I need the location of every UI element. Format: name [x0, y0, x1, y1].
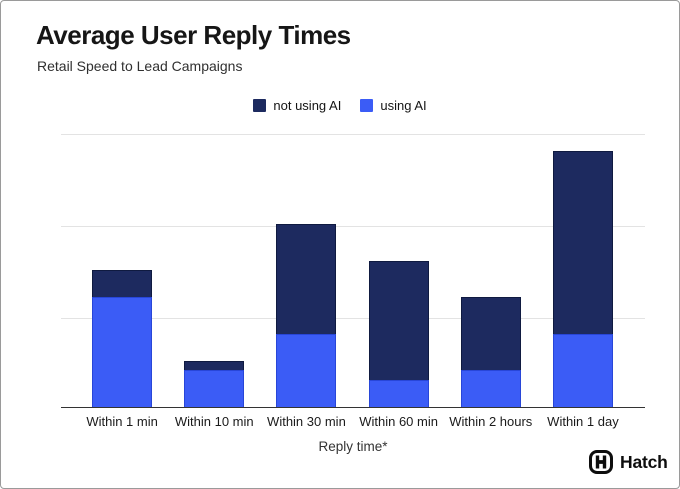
bar-segment-using-AI — [552, 333, 613, 407]
legend-swatch-not-using-ai — [253, 99, 267, 112]
x-tick-label: Within 1 day — [547, 414, 619, 429]
bar-segment-not-using-AI — [368, 260, 429, 380]
legend-label: using AI — [380, 98, 427, 113]
brand-name: Hatch — [620, 451, 668, 472]
bar-segment-not-using-AI — [460, 297, 521, 371]
legend-swatch-using-ai — [360, 99, 374, 112]
stacked-bar — [460, 297, 521, 407]
bar-segment-using-AI — [92, 297, 153, 407]
bar-segment-not-using-AI — [184, 361, 245, 371]
legend: not using AI using AI — [1, 98, 679, 113]
stacked-bar — [92, 270, 153, 407]
stacked-bar — [368, 260, 429, 407]
x-labels: Within 1 min Within 10 min Within 30 min Wi… — [76, 414, 629, 429]
legend-item-not-using-ai: not using AI — [253, 98, 341, 113]
legend-item-using-ai: using AI — [360, 98, 427, 113]
bar-segment-not-using-AI — [276, 224, 337, 334]
x-tick-label: Within 30 min — [267, 414, 346, 429]
bar-segment-using-AI — [184, 370, 245, 407]
bar-slot — [76, 134, 168, 407]
bar-segment-using-AI — [460, 370, 521, 407]
hatch-logo-icon — [589, 450, 613, 474]
x-axis-title: Reply time* — [318, 439, 388, 454]
bars-band — [76, 134, 629, 407]
bar-segment-using-AI — [368, 379, 429, 407]
gridline — [61, 134, 645, 135]
x-tick-label: Within 2 hours — [449, 414, 533, 429]
bar-slot — [260, 134, 352, 407]
legend-label: not using AI — [273, 98, 342, 113]
plot-area — [61, 134, 645, 408]
bar-slot — [537, 134, 629, 407]
page-title: Average User Reply Times — [36, 20, 351, 50]
bar-segment-not-using-AI — [552, 151, 613, 334]
page-subtitle: Retail Speed to Lead Campaigns — [37, 58, 243, 74]
stacked-bar — [184, 361, 245, 407]
x-tick-label: Within 10 min — [174, 414, 254, 429]
brand-lockup: Hatch — [589, 450, 668, 474]
gridline — [61, 226, 645, 227]
bar-segment-using-AI — [276, 333, 337, 407]
bar-segment-not-using-AI — [92, 270, 153, 298]
x-tick-label: Within 1 min — [86, 414, 158, 429]
bar-slot — [353, 134, 445, 407]
bar-slot — [445, 134, 537, 407]
stacked-bar — [276, 224, 337, 407]
x-tick-label: Within 60 min — [359, 414, 438, 429]
stacked-bar — [552, 151, 613, 407]
gridline — [61, 318, 645, 319]
bar-slot — [168, 134, 260, 407]
